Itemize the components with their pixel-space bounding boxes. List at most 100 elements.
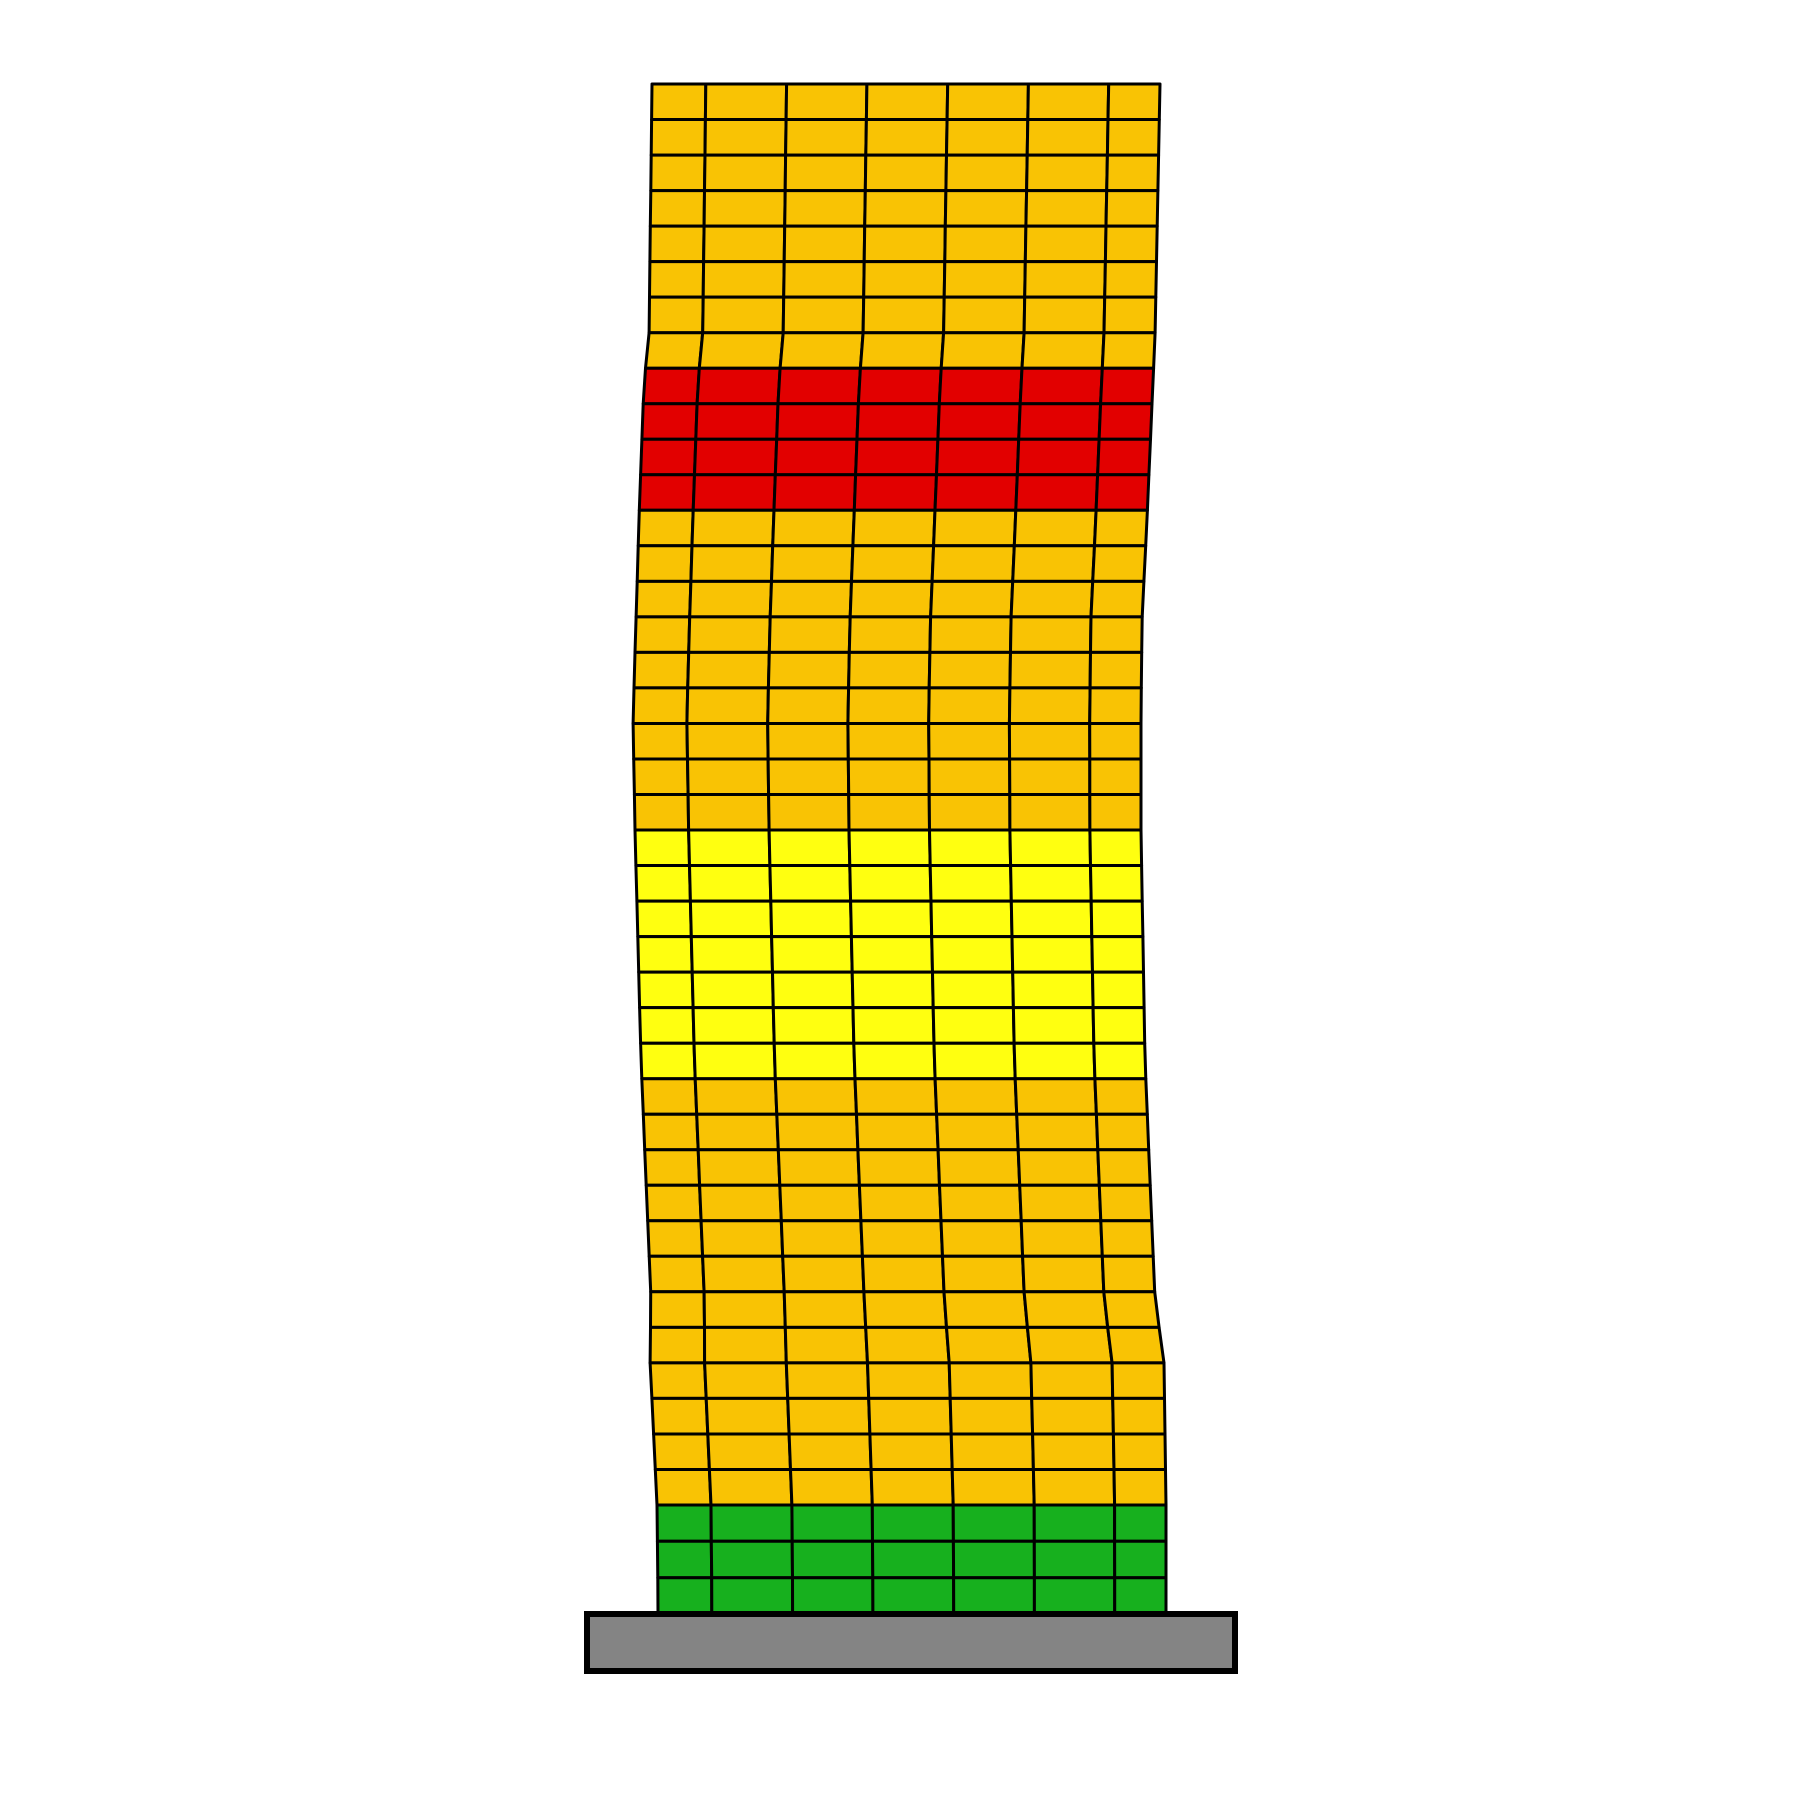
base-zone-cell: [870, 1503, 955, 1543]
top-zone-cell: [1020, 331, 1106, 370]
top-zone-cell: [782, 224, 867, 264]
base-zone-cell: [952, 1576, 1036, 1616]
top-zone-cell: [703, 118, 788, 157]
upper-middle-zone-cell: [766, 757, 851, 796]
top-zone-cell: [702, 224, 787, 264]
upper-middle-zone-cell: [1007, 722, 1092, 761]
upper-damage-zone-cell: [639, 437, 698, 477]
base-zone-cell: [709, 1539, 794, 1580]
top-zone-cell: [863, 189, 948, 228]
lower-middle-zone-cell: [776, 1148, 861, 1187]
top-zone-cell: [1025, 153, 1109, 193]
upper-middle-zone-cell: [1089, 579, 1146, 619]
lower-middle-zone-cell: [1110, 1361, 1166, 1400]
upper-middle-zone-cell: [1088, 793, 1143, 832]
upper-middle-zone-cell: [1088, 722, 1143, 761]
upper-damage-zone-cell: [1017, 402, 1103, 441]
lower-middle-zone-cell: [935, 1112, 1020, 1152]
lower-middle-zone-cell: [1031, 1432, 1116, 1471]
lower-middle-zone-cell: [787, 1432, 873, 1471]
top-zone-cell: [1106, 82, 1162, 121]
upper-middle-zone-cell: [632, 650, 691, 690]
upper-middle-zone-cell: [768, 579, 853, 619]
upper-damage-zone-cell: [640, 402, 699, 441]
lower-middle-zone-cell: [707, 1468, 794, 1507]
base-zone-cell: [791, 1576, 875, 1616]
upper-middle-zone-cell: [1009, 615, 1093, 654]
middle-zone-cell: [851, 1006, 936, 1045]
lower-middle-zone-cell: [693, 1077, 779, 1116]
upper-middle-zone-cell: [851, 508, 937, 548]
upper-middle-zone-cell: [635, 544, 694, 583]
top-zone-cell: [944, 153, 1029, 193]
lower-middle-zone-cell: [1112, 1468, 1168, 1507]
upper-middle-zone-cell: [847, 793, 931, 832]
lower-middle-zone-cell: [644, 1183, 703, 1223]
foundation-slab: [584, 1611, 1238, 1674]
top-zone-cell: [1024, 189, 1109, 228]
upper-middle-zone-cell: [1011, 544, 1096, 583]
top-zone-cell: [1105, 153, 1161, 193]
upper-middle-zone-cell: [633, 615, 692, 654]
upper-damage-zone-cell: [855, 402, 941, 441]
upper-damage-zone-cell: [1097, 402, 1154, 441]
base-zone-cell: [1032, 1576, 1117, 1616]
top-zone-cell: [648, 260, 706, 299]
lower-middle-zone-cell: [1111, 1396, 1167, 1436]
middle-zone-cell: [692, 1041, 777, 1081]
lower-middle-zone-cell: [643, 1148, 702, 1187]
lower-middle-zone-cell: [1016, 1148, 1101, 1187]
top-zone-cell: [1104, 189, 1160, 228]
upper-middle-zone-cell: [927, 757, 1012, 796]
middle-zone-cell: [637, 970, 695, 1010]
middle-zone-cell: [772, 1041, 857, 1081]
upper-middle-zone-cell: [846, 722, 931, 761]
top-zone-cell: [1105, 118, 1161, 157]
top-zone-cell: [782, 260, 866, 299]
upper-middle-zone-cell: [1088, 650, 1144, 690]
middle-zone-cell: [847, 828, 932, 867]
middle-zone-cell: [633, 828, 691, 867]
base-zone-cell: [709, 1503, 794, 1543]
lower-middle-zone-cell: [1099, 1219, 1155, 1258]
upper-middle-zone-cell: [632, 757, 690, 796]
top-zone-cell: [1103, 260, 1158, 299]
lower-middle-zone-cell: [652, 1432, 711, 1471]
lower-middle-zone-cell: [1096, 1148, 1152, 1187]
upper-damage-zone-cell: [637, 473, 696, 512]
lower-middle-zone-cell: [789, 1468, 874, 1507]
top-zone-cell: [858, 331, 946, 370]
lower-middle-zone-cell: [1013, 1077, 1098, 1116]
middle-zone-cell: [1088, 828, 1144, 867]
upper-middle-zone-cell: [767, 615, 852, 654]
lower-middle-zone-cell: [939, 1219, 1025, 1258]
middle-zone-cell: [690, 970, 775, 1010]
top-zone-cell: [701, 260, 786, 299]
lower-middle-zone-cell: [1029, 1361, 1115, 1400]
building-mesh: [631, 82, 1168, 1616]
lower-middle-zone-cell: [773, 1077, 858, 1116]
lower-middle-zone-cell: [653, 1468, 713, 1507]
upper-damage-zone-cell: [856, 366, 943, 406]
lower-middle-zone-cell: [702, 1290, 787, 1329]
lower-middle-zone-cell: [1015, 1112, 1100, 1152]
top-zone-cell: [649, 153, 707, 193]
upper-damage-zone-cell: [933, 473, 1019, 512]
lower-middle-zone-cell: [701, 1254, 786, 1294]
lower-middle-zone-cell: [867, 1396, 953, 1436]
lower-middle-zone-cell: [781, 1254, 866, 1294]
middle-zone-cell: [929, 899, 1014, 939]
upper-middle-zone-cell: [685, 722, 770, 761]
upper-middle-zone-cell: [686, 793, 771, 832]
lower-middle-zone-cell: [784, 1361, 871, 1400]
lower-middle-zone-cell: [1111, 1432, 1167, 1471]
upper-middle-zone-cell: [687, 615, 772, 654]
lower-middle-zone-cell: [866, 1361, 952, 1400]
lower-middle-zone-cell: [855, 1112, 940, 1152]
lower-middle-zone-cell: [778, 1183, 863, 1223]
lower-middle-zone-cell: [1018, 1183, 1103, 1223]
top-zone-cell: [703, 153, 788, 193]
middle-zone-cell: [928, 864, 1013, 903]
upper-middle-zone-cell: [927, 722, 1012, 761]
